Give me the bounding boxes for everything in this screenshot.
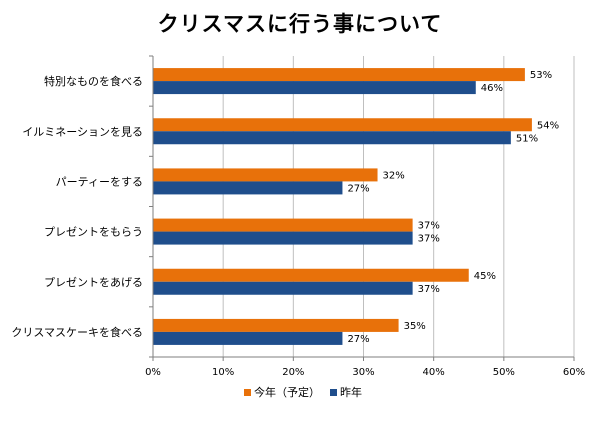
legend: 今年（予定） 昨年	[244, 385, 362, 399]
category-label: イルミネーションを見る	[22, 125, 143, 138]
legend-label: 昨年	[340, 385, 362, 399]
data-label: 35%	[404, 321, 426, 332]
chart-title: クリスマスに行う事について	[157, 12, 443, 36]
category-label: プレゼントをあげる	[44, 276, 143, 289]
data-label: 46%	[481, 83, 503, 94]
x-tick-label: 10%	[212, 367, 234, 378]
bar-last-year	[153, 231, 413, 245]
category-label: パーティーをする	[56, 175, 143, 188]
bar-last-year	[153, 181, 343, 195]
x-tick-label: 20%	[282, 367, 304, 378]
bars: 53% 46% 54% 51% 32% 27% 37% 37% 45% 37% 35% 27%	[153, 68, 559, 345]
x-tick-label: 0%	[145, 367, 161, 378]
data-label: 37%	[418, 284, 440, 295]
bar-this-year	[153, 218, 413, 232]
bar-last-year	[153, 81, 476, 95]
legend-label: 今年（予定）	[254, 385, 320, 399]
data-label: 53%	[530, 70, 552, 81]
x-tick-label: 40%	[423, 367, 445, 378]
bar-last-year	[153, 331, 343, 345]
bar-last-year	[153, 131, 511, 145]
bar-this-year	[153, 318, 399, 332]
grid-lines	[222, 56, 575, 357]
bar-this-year	[153, 268, 469, 282]
category-label: 特別なものを食べる	[44, 74, 143, 88]
legend-swatch	[244, 389, 251, 396]
data-label: 54%	[537, 120, 559, 131]
x-tick-label: 50%	[493, 367, 515, 378]
category-label: プレゼントをもらう	[44, 226, 143, 239]
bar-this-year	[153, 68, 525, 82]
data-label: 37%	[418, 221, 440, 232]
data-label: 45%	[474, 271, 496, 282]
data-label: 27%	[347, 183, 369, 194]
category-label: クリスマスケーキを食べる	[11, 325, 143, 339]
bar-this-year	[153, 118, 532, 132]
bar-this-year	[153, 168, 378, 182]
data-label: 32%	[383, 170, 405, 181]
data-label: 51%	[516, 133, 538, 144]
legend-swatch	[330, 389, 337, 396]
x-tick-label: 60%	[563, 367, 585, 378]
bar-last-year	[153, 281, 413, 295]
axes: 0% 10% 20% 30% 40% 50% 60% 特別なものを食べるイルミネーションを見る…	[11, 55, 585, 378]
data-label: 27%	[347, 334, 369, 345]
x-tick-label: 30%	[352, 367, 374, 378]
data-label: 37%	[418, 234, 440, 245]
